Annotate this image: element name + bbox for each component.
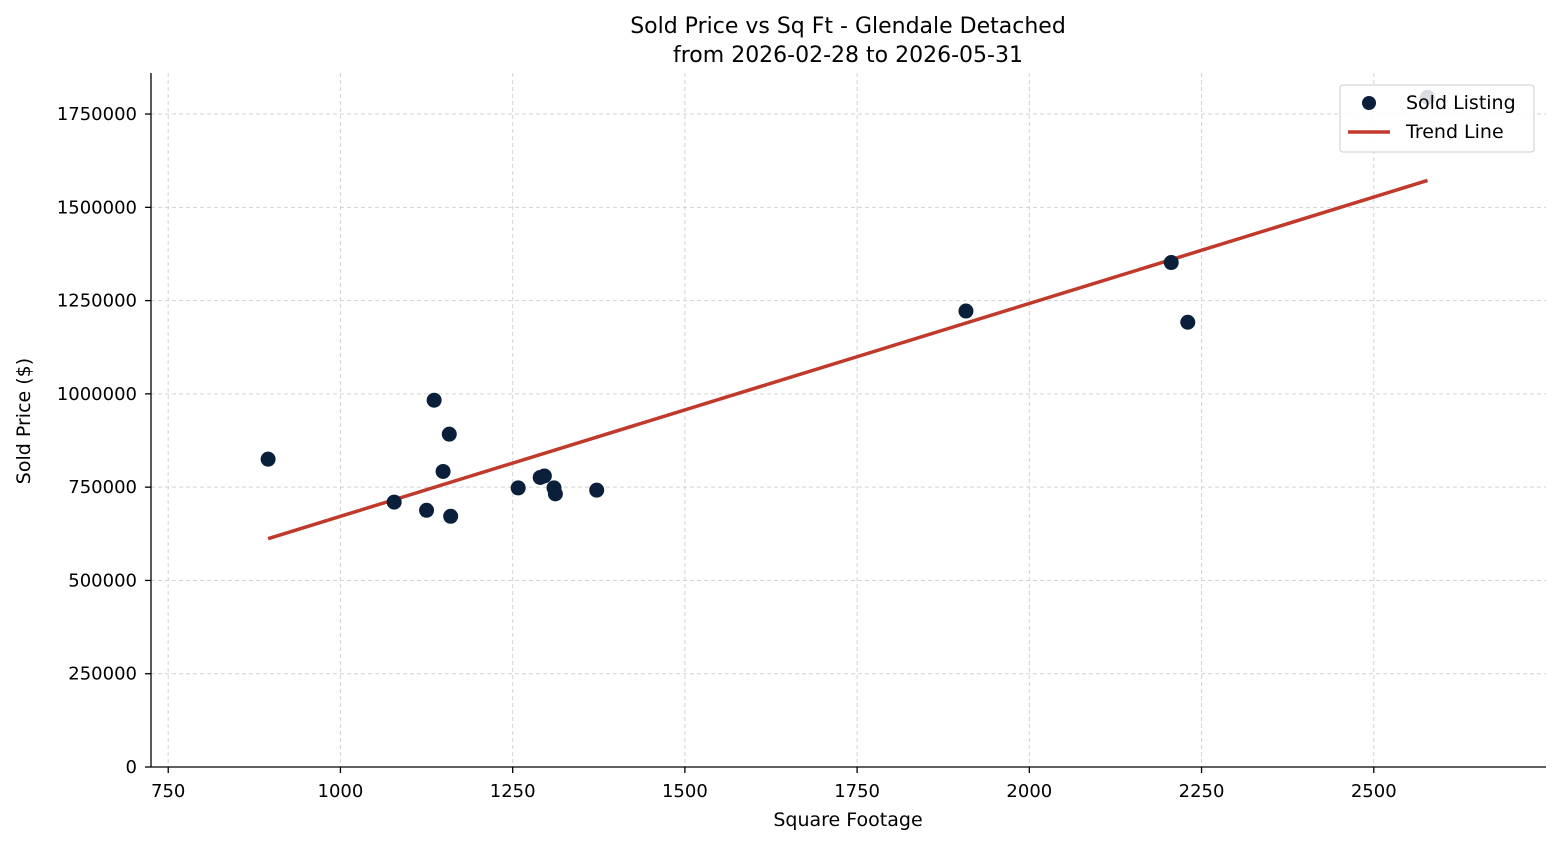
scatter-point	[1163, 255, 1179, 271]
chart-title: Sold Price vs Sq Ft - Glendale Detached	[630, 14, 1066, 39]
x-tick-label: 1750	[834, 781, 880, 802]
trend-line	[267, 178, 1429, 541]
series	[260, 89, 1436, 541]
y-tick-label: 1250000	[57, 291, 137, 312]
y-axis-label: Sold Price ($)	[13, 358, 35, 484]
y-tick-label: 750000	[68, 477, 137, 498]
scatter-point	[260, 451, 276, 467]
chart-subtitle: from 2026-02-28 to 2026-05-31	[673, 43, 1023, 68]
legend-label-trend-line: Trend Line	[1405, 121, 1504, 143]
x-tick-label: 2500	[1351, 781, 1397, 802]
scatter-point	[958, 303, 974, 319]
x-tick-label: 750	[151, 781, 185, 802]
legend-label-sold-listing: Sold Listing	[1406, 92, 1516, 114]
x-axis-label: Square Footage	[773, 809, 922, 831]
scatter-point	[435, 463, 451, 479]
scatter-point	[536, 468, 552, 484]
legend-marker-sold-listing	[1362, 96, 1376, 110]
y-tick-label: 250000	[68, 664, 137, 685]
legend-box	[1339, 84, 1535, 153]
grid	[151, 73, 1546, 768]
x-tick-label: 2000	[1006, 781, 1052, 802]
scatter-point	[441, 426, 457, 442]
y-tick-label: 1000000	[57, 384, 137, 405]
legend: Sold Listing Trend Line	[1339, 84, 1535, 153]
y-tick-label: 500000	[68, 570, 137, 591]
scatter-point	[547, 486, 563, 502]
scatter-point	[419, 502, 435, 518]
x-tick-label: 1500	[662, 781, 708, 802]
x-tick-label: 1000	[318, 781, 364, 802]
scatter-point	[426, 392, 442, 408]
ticks: 750 1000 1250 1500 1750 2000 2250 2500 0 250000 50…	[57, 104, 1397, 802]
y-tick-label: 1500000	[57, 197, 137, 218]
y-tick-label: 1750000	[57, 104, 137, 125]
y-tick-label: 0	[126, 757, 137, 778]
x-tick-label: 2250	[1179, 781, 1225, 802]
x-tick-label: 1250	[490, 781, 536, 802]
axes	[150, 73, 1546, 768]
scatter-point	[589, 482, 605, 498]
scatter-point	[510, 480, 526, 496]
scatter-point	[1180, 314, 1196, 330]
scatter-point	[443, 508, 459, 524]
scatter-point	[386, 494, 402, 510]
